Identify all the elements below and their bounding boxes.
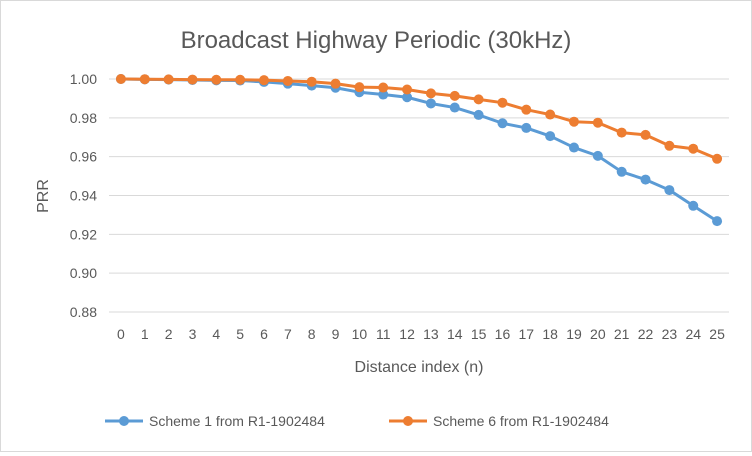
- x-tick-label: 1: [141, 326, 149, 342]
- data-point: [497, 97, 508, 108]
- data-point: [712, 153, 723, 164]
- data-point: [545, 109, 556, 120]
- data-point: [640, 129, 651, 140]
- data-point: [425, 98, 436, 109]
- data-point: [640, 174, 651, 185]
- x-axis-label: Distance index (n): [355, 359, 484, 376]
- x-tick-label: 14: [447, 326, 463, 342]
- x-axis-ticks: 0 1 2 3 4 5 6 7 8 9 10 11 12 13 14 15 16 17 18 19 20 21 22 23 24…: [117, 326, 725, 342]
- x-tick-label: 11: [376, 326, 391, 342]
- data-point: [688, 200, 699, 211]
- data-point: [235, 74, 246, 85]
- y-tick-label: 0.90: [70, 265, 97, 281]
- y-tick-label: 0.98: [70, 110, 97, 126]
- x-tick-label: 18: [542, 326, 558, 342]
- data-point: [664, 140, 675, 151]
- data-point: [354, 82, 365, 93]
- chart-title: Broadcast Highway Periodic (30kHz): [181, 27, 572, 54]
- data-point: [449, 102, 460, 113]
- series-layer: [115, 74, 723, 227]
- data-point: [306, 76, 317, 87]
- data-point: [211, 74, 222, 85]
- data-point: [545, 131, 556, 142]
- x-tick-label: 7: [284, 326, 292, 342]
- x-tick-label: 25: [709, 326, 725, 342]
- data-point: [378, 82, 389, 93]
- data-point: [259, 75, 269, 86]
- data-point: [592, 117, 603, 128]
- x-tick-label: 24: [685, 326, 701, 342]
- legend-item-1: Scheme 1 from R1-1902484: [105, 413, 325, 429]
- y-tick-label: 1.00: [70, 71, 97, 87]
- series-1: [115, 74, 723, 227]
- x-tick-label: 13: [423, 326, 439, 342]
- x-tick-label: 22: [638, 326, 654, 342]
- data-point: [521, 122, 532, 133]
- series-line: [120, 77, 718, 223]
- data-point: [616, 127, 627, 138]
- x-tick-label: 9: [332, 326, 340, 342]
- data-point: [139, 74, 150, 85]
- y-tick-label: 0.96: [70, 149, 97, 165]
- y-tick-label: 0.92: [70, 226, 97, 242]
- data-point: [163, 74, 174, 85]
- x-tick-label: 21: [614, 326, 630, 342]
- series-line: [120, 77, 718, 161]
- x-tick-label: 23: [662, 326, 678, 342]
- x-tick-label: 17: [519, 326, 535, 342]
- y-axis-label: PRR: [35, 179, 52, 213]
- x-tick-label: 4: [212, 326, 220, 342]
- x-tick-label: 3: [189, 326, 197, 342]
- legend-item-2: Scheme 6 from R1-1902484: [389, 413, 609, 429]
- data-point: [330, 78, 341, 89]
- x-tick-label: 12: [399, 326, 415, 342]
- x-tick-label: 10: [352, 326, 368, 342]
- data-point: [449, 90, 460, 101]
- data-point: [712, 216, 723, 227]
- data-point: [688, 143, 699, 154]
- data-point: [402, 84, 413, 95]
- data-point: [616, 166, 627, 177]
- y-tick-label: 0.88: [70, 304, 97, 320]
- data-point: [187, 74, 198, 85]
- x-tick-label: 15: [471, 326, 487, 342]
- data-point: [378, 89, 389, 100]
- x-tick-label: 0: [117, 326, 125, 342]
- legend-label: Scheme 6 from R1-1902484: [433, 413, 609, 429]
- x-tick-label: 6: [260, 326, 268, 342]
- data-point: [473, 94, 484, 105]
- series-2: [115, 74, 723, 164]
- data-point: [592, 150, 603, 161]
- y-axis-ticks: 0.88 0.90 0.92 0.94 0.96 0.98 1.00: [70, 71, 97, 320]
- x-tick-label: 8: [308, 326, 316, 342]
- legend: Scheme 1 from R1-1902484 Scheme 6 from R1…: [105, 413, 609, 429]
- data-point: [402, 92, 413, 103]
- data-point: [425, 88, 436, 99]
- x-tick-label: 19: [566, 326, 582, 342]
- legend-label: Scheme 1 from R1-1902484: [149, 413, 325, 429]
- legend-swatch-marker: [119, 416, 129, 426]
- data-point: [282, 75, 293, 86]
- data-point: [664, 185, 675, 196]
- data-point: [521, 104, 532, 115]
- data-point: [115, 74, 126, 84]
- data-point: [473, 109, 484, 120]
- x-tick-label: 16: [495, 326, 511, 342]
- x-tick-label: 2: [165, 326, 173, 342]
- x-tick-label: 5: [236, 326, 244, 342]
- x-tick-label: 20: [590, 326, 606, 342]
- data-point: [569, 116, 579, 127]
- y-tick-label: 0.94: [70, 188, 97, 204]
- data-point: [497, 118, 508, 129]
- data-point: [569, 142, 579, 153]
- gridlines: [109, 78, 729, 313]
- legend-swatch-marker: [403, 416, 413, 426]
